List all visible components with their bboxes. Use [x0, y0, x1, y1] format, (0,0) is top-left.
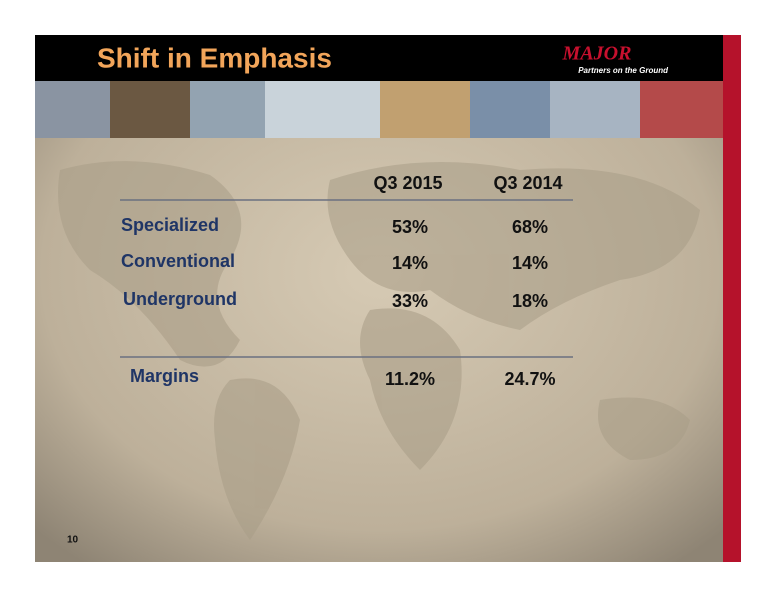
cell: 11.2% [385, 369, 435, 389]
cell: 53% [392, 217, 428, 237]
row-label: Underground [123, 289, 237, 309]
cell: 14% [392, 253, 428, 273]
page-number: 10 [67, 535, 79, 546]
row-label: Margins [130, 366, 199, 386]
cell: 14% [512, 253, 548, 273]
cell: 68% [512, 217, 548, 237]
cell: 24.7% [504, 369, 555, 389]
column-header: Q3 2014 [493, 173, 562, 193]
tagline: Partners on the Ground [578, 66, 669, 75]
row-label: Specialized [121, 215, 219, 235]
photo-strip [35, 81, 723, 138]
cell: 33% [392, 291, 428, 311]
row-label: Conventional [121, 251, 235, 271]
side-bar [723, 35, 741, 562]
title: Shift in Emphasis [97, 42, 332, 73]
header-band [35, 35, 725, 81]
logo: MAJOR [562, 43, 632, 65]
cell: 18% [512, 291, 548, 311]
map-continents [58, 161, 700, 540]
column-header: Q3 2015 [373, 173, 442, 193]
